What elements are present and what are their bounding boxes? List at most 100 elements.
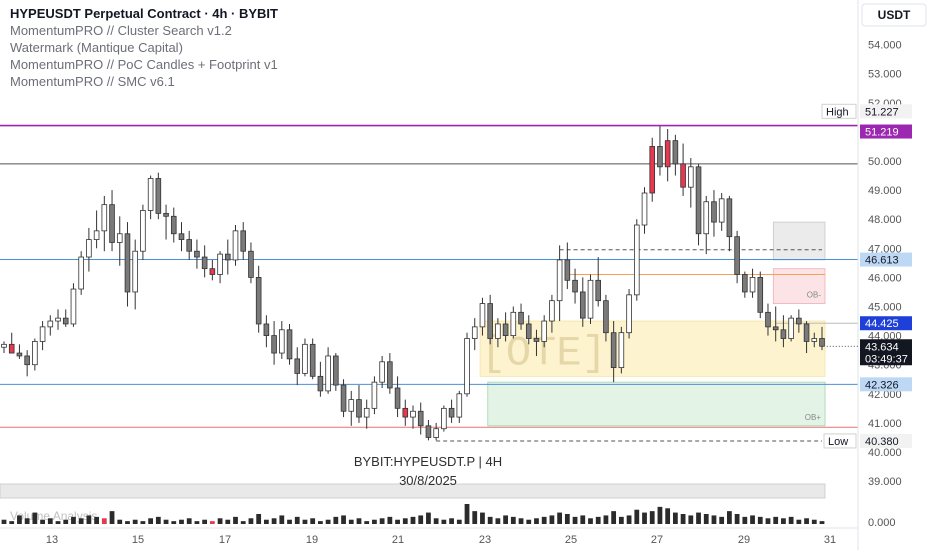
candle-body-66 (510, 311, 517, 337)
volume-bar-68 (526, 519, 532, 524)
candle-body-4 (32, 341, 38, 366)
candle-body-74 (572, 279, 578, 293)
volume-bar-67 (518, 518, 524, 524)
candle-body-25 (194, 250, 200, 258)
volume-bar-36 (279, 515, 285, 524)
volume-bar-54 (418, 515, 424, 524)
candle-body-70 (541, 320, 547, 342)
candle-body-33 (255, 276, 262, 325)
volume-bar-76 (588, 518, 593, 524)
volume-bar-80 (618, 516, 624, 524)
volume-bar-44 (341, 515, 346, 524)
volume-bar-53 (410, 516, 416, 524)
volume-bar-30 (233, 516, 238, 524)
candle-body-56 (433, 428, 439, 438)
volume-bar-52 (402, 518, 408, 524)
indicator-smc[interactable]: MomentumPRO // SMC v6.1 (10, 74, 175, 89)
volume-bar-12 (94, 516, 99, 524)
volume-bar-82 (634, 509, 640, 524)
price-tag-44425-box (860, 316, 912, 331)
volume-bar-83 (642, 512, 647, 524)
currency-button[interactable] (861, 3, 927, 27)
candle-body-8 (62, 317, 69, 325)
candle-body-29 (225, 253, 231, 261)
candle-body-68 (525, 323, 532, 339)
time-tick-7: 27 (651, 534, 663, 546)
time-tick-0: 13 (46, 534, 58, 546)
candle-body-60 (464, 338, 470, 395)
indicator-poc-candles[interactable]: MomentumPRO // PoC Candles + Footprint v… (10, 57, 278, 72)
candle-body-59 (456, 393, 463, 418)
candle-body-35 (271, 335, 277, 354)
candle-body-53 (410, 410, 416, 418)
volume-bar-11 (86, 515, 92, 524)
volume-bar-75 (580, 515, 586, 524)
volume-bar-29 (225, 519, 231, 524)
candle-body-105 (811, 338, 818, 342)
price-tick-15: 54.000 (868, 40, 902, 52)
candle-body-97 (749, 276, 756, 293)
volume-bar-45 (348, 519, 354, 524)
volume-panel-label[interactable]: Volume Analysis (10, 509, 97, 523)
candle-body-79 (610, 332, 617, 369)
volume-bar-57 (441, 519, 447, 524)
volume-bar-93 (719, 516, 725, 524)
price-tag-46613: 46.613 (865, 255, 899, 267)
indicator-watermark[interactable]: Watermark (Mantique Capital) (10, 40, 183, 55)
candle-body-61 (471, 326, 478, 339)
candle-body-50 (387, 361, 393, 389)
candle-body-104 (803, 323, 810, 342)
candle-body-14 (109, 204, 115, 243)
candle-body-80 (618, 332, 625, 369)
candle-body-43 (333, 355, 339, 386)
price-tick-3: 42.000 (868, 389, 902, 401)
volume-bar-79 (611, 511, 617, 524)
candle-body-85 (657, 146, 663, 168)
candle-body-55 (425, 425, 432, 438)
candle-body-11 (86, 239, 92, 258)
candle-body-63 (487, 303, 493, 339)
volume-bar-90 (696, 512, 701, 524)
candle-body-2 (16, 352, 23, 357)
volume-bar-7 (55, 521, 61, 524)
volume-bar-34 (263, 519, 269, 524)
last-price-box (860, 339, 912, 366)
candle-body-54 (417, 410, 424, 427)
zone-label-1: OB+ (805, 413, 822, 422)
watermark-symbol: BYBIT:HYPEUSDT.P | 4H (354, 454, 502, 469)
candle-body-103 (796, 317, 802, 325)
last-price-value: 43.634 (865, 341, 899, 353)
volume-bar-65 (503, 515, 508, 524)
candle-body-40 (309, 343, 316, 377)
indicator-cluster-search[interactable]: MomentumPRO // Cluster Search v1.2 (10, 23, 232, 38)
candle-body-17 (132, 250, 138, 293)
time-tick-3: 19 (306, 534, 318, 546)
volume-bar-102 (788, 516, 794, 524)
candle-body-75 (579, 291, 586, 319)
candle-body-3 (24, 355, 30, 366)
volume-zero-tick: 0.000 (868, 517, 896, 529)
volume-bar-91 (703, 514, 709, 524)
candle-body-21 (163, 212, 169, 217)
currency-label[interactable]: USDT (878, 8, 911, 22)
volume-bar-23 (179, 519, 184, 524)
time-tick-4: 21 (392, 534, 404, 546)
volume-header-bar (0, 483, 826, 499)
volume-bar-70 (541, 516, 547, 524)
candle-body-96 (742, 274, 748, 293)
candle-body-77 (595, 279, 601, 302)
volume-bar-9 (71, 516, 76, 524)
volume-bar-103 (796, 519, 802, 524)
candle-body-0 (1, 343, 7, 348)
volume-bar-38 (294, 516, 300, 524)
chart-title: HYPEUSDT Perpetual Contract · 4h · BYBIT (10, 6, 278, 21)
volume-bar-2 (17, 515, 22, 524)
candle-body-9 (70, 288, 77, 325)
candle-body-62 (479, 303, 486, 328)
volume-bar-0 (1, 519, 7, 524)
volume-bar-69 (534, 518, 539, 524)
candle-body-38 (294, 358, 301, 374)
volume-bar-46 (356, 518, 362, 524)
volume-bar-33 (256, 514, 262, 524)
